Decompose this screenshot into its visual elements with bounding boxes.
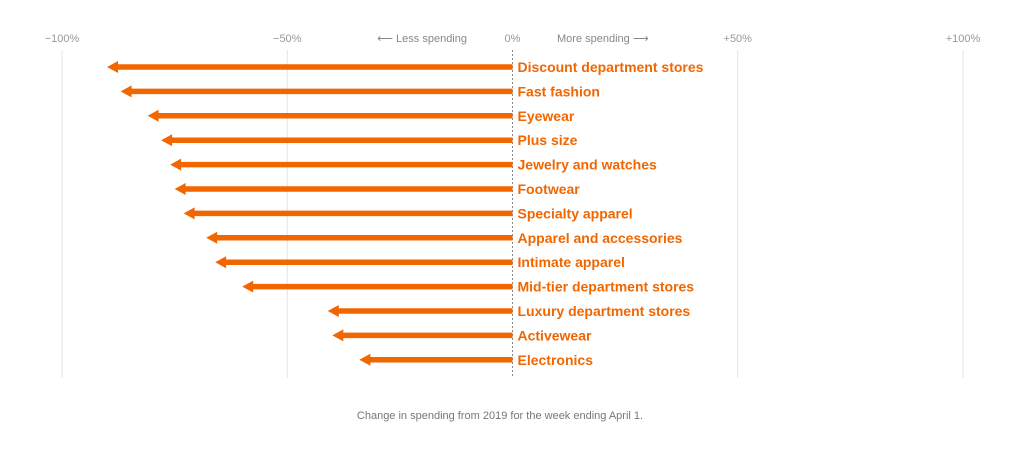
bar-arrowhead [174, 183, 186, 195]
category-label: Footwear [518, 181, 581, 197]
less-spending-label: ⟵ Less spending [377, 33, 467, 45]
bar-arrow [161, 134, 513, 147]
bar-arrow [170, 158, 513, 171]
category-label: Fast fashion [518, 83, 600, 99]
bar-arrow [327, 305, 513, 317]
more-spending-label: More spending ⟶ [557, 33, 649, 45]
x-tick-label: −100% [45, 33, 80, 45]
x-tick-label: +50% [724, 33, 753, 45]
category-label: Intimate apparel [518, 254, 625, 270]
bars [107, 61, 513, 366]
category-label: Luxury department stores [518, 303, 691, 319]
bar-arrowhead [161, 134, 173, 147]
bar-arrowhead [183, 207, 195, 220]
x-tick-label: +100% [946, 33, 981, 45]
category-label: Jewelry and watches [518, 157, 658, 173]
bar-arrow [147, 109, 513, 122]
bar-arrowhead [242, 280, 254, 293]
bar-arrow [174, 183, 513, 195]
chart-caption: Change in spending from 2019 for the wee… [356, 410, 644, 422]
category-label: Activewear [518, 327, 592, 343]
bar-arrow [215, 256, 513, 269]
category-label: Specialty apparel [518, 205, 633, 221]
bar-arrow [120, 85, 513, 98]
bar-arrowhead [147, 109, 159, 122]
spending-change-chart: −100% −50% 0% +50% +100% ⟵ Less spending Mor… [45, 33, 981, 378]
bar-arrow [242, 280, 513, 293]
bar-arrowhead [107, 61, 119, 73]
bar-arrowhead [170, 158, 182, 171]
bar-arrowhead [206, 231, 218, 244]
direction-labels: ⟵ Less spending More spending ⟶ [377, 33, 649, 45]
x-tick-label: −50% [273, 33, 302, 45]
bar-arrowhead [120, 85, 132, 98]
bar-arrow [206, 231, 513, 244]
x-axis-ticks: −100% −50% 0% +50% +100% [45, 33, 981, 45]
category-label: Electronics [518, 352, 594, 368]
category-label: Mid-tier department stores [518, 279, 695, 295]
x-tick-label: 0% [505, 33, 521, 45]
category-labels: Discount department stores Fast fashion Ey… [518, 59, 704, 368]
bar-arrowhead [359, 353, 371, 366]
bar-arrowhead [327, 305, 339, 317]
category-label: Plus size [518, 132, 578, 148]
bar-arrowhead [215, 256, 227, 269]
category-label: Discount department stores [518, 59, 704, 75]
bar-arrow [359, 353, 513, 366]
bar-arrowhead [332, 329, 344, 342]
bar-arrow [107, 61, 513, 73]
category-label: Apparel and accessories [518, 230, 683, 246]
bar-arrow [183, 207, 513, 220]
bar-arrow [332, 329, 513, 342]
category-label: Eyewear [518, 108, 575, 124]
